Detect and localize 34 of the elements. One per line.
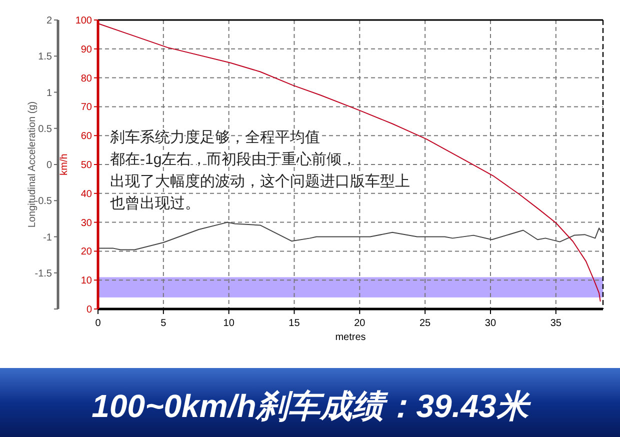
x-tick-label: 30 [484,318,496,329]
x-tick-label: 10 [223,318,235,329]
y2-tick-label: 30 [80,218,92,229]
y2-tick-label: 20 [80,246,92,258]
x-tick-label: 25 [420,318,432,329]
y-tick-label: 2 [46,16,52,26]
x-tick-label: 15 [288,318,300,329]
y2-tick-label: 80 [80,73,92,84]
y2-tick-label: 0 [86,304,92,316]
y2-tick-label: 70 [80,102,92,114]
y2-tick-label: 90 [80,44,92,56]
y2-axis-title: km/h [59,154,70,176]
line-series [98,222,602,250]
annotation: 也曾出现过。 [110,195,200,212]
x-tick-label: 20 [354,318,366,329]
y2-tick-label: 60 [80,131,92,142]
x-tick-label: 5 [160,318,167,329]
y-tick-label: 0.5 [38,124,52,135]
y-tick-label: 1 [46,88,52,99]
x-axis-title: metres [335,332,366,343]
y2-tick-label: 10 [80,276,92,287]
y-tick-label: 1.5 [38,52,52,63]
y-tick-label: -1.5 [34,268,52,280]
y-tick-label: -1 [43,232,52,244]
annotation: 出现了大幅度的波动，这个问题进口版车型上 [110,173,410,190]
line-series [98,22,601,302]
y2-tick-label: 40 [80,188,92,200]
y-tick-label: 0 [46,160,52,171]
x-tick-label: 0 [95,318,102,329]
y2-tick-label: 100 [75,16,92,26]
annotation: 都在-1g左右，而初段由于重心前倾， [110,151,357,168]
y2-tick-label: 50 [80,160,92,171]
x-tick-label: 35 [550,318,562,329]
text: 100~0km/h刹车成绩：39.43米 [92,388,532,424]
